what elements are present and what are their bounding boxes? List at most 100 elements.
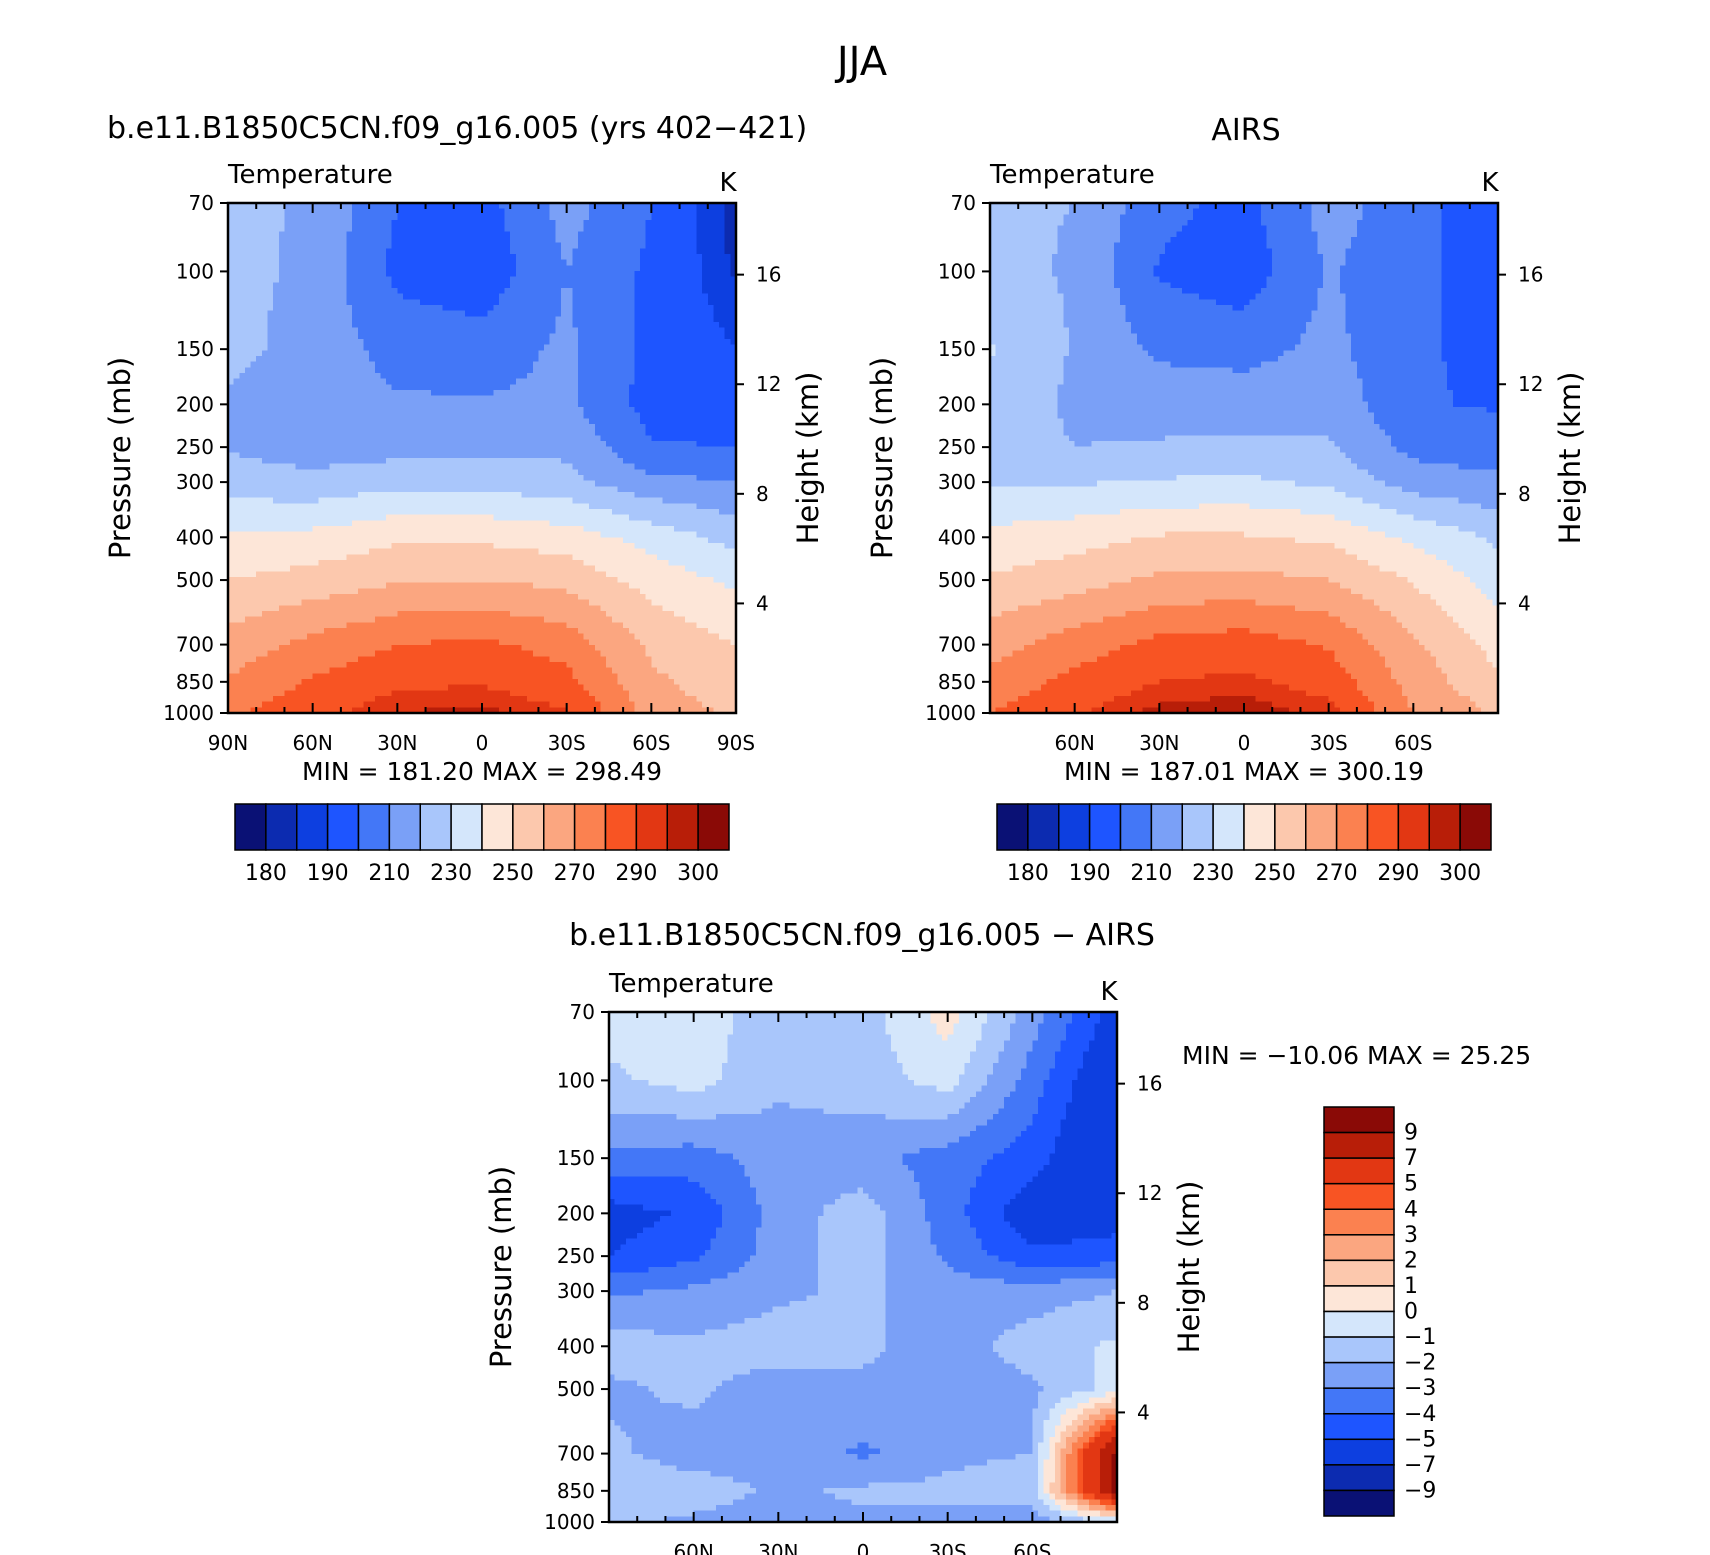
contour-cell [268, 356, 274, 362]
contour-cell [341, 577, 347, 583]
contour-cell [347, 617, 353, 623]
contour-cell [279, 588, 285, 594]
contour-cell [476, 350, 482, 356]
contour-cell [414, 634, 420, 640]
contour-cell [448, 288, 454, 294]
contour-cell [493, 424, 499, 430]
contour-cell [493, 537, 499, 543]
contour-cell [358, 617, 364, 623]
contour-cell [273, 566, 279, 572]
contour-cell [533, 537, 539, 543]
contour-cell [341, 367, 347, 373]
contour-cell [251, 407, 257, 413]
contour-cell [284, 696, 290, 702]
contour-cell [538, 373, 544, 379]
contour-cell [273, 237, 279, 243]
contour-cell [290, 243, 296, 249]
contour-cell [476, 452, 482, 458]
contour-cell [273, 430, 279, 436]
contour-cell [499, 668, 505, 674]
contour-cell [510, 464, 516, 470]
contour-cell [459, 628, 465, 634]
contour-cell [431, 651, 437, 657]
contour-cell [397, 294, 403, 300]
contour-cell [499, 537, 505, 543]
contour-cell [341, 702, 347, 708]
contour-cell [341, 271, 347, 277]
contour-cell [488, 243, 494, 249]
contour-cell [330, 702, 336, 708]
contour-cell [341, 452, 347, 458]
contour-cell [493, 685, 499, 691]
contour-cell [341, 333, 347, 339]
contour-cell [493, 282, 499, 288]
contour-cell [347, 685, 353, 691]
contour-cell [386, 673, 392, 679]
contour-cell [375, 362, 381, 368]
contour-cell [459, 452, 465, 458]
contour-cell [516, 588, 522, 594]
contour-cell [397, 277, 403, 283]
contour-cell [392, 617, 398, 623]
contour-cell [510, 316, 516, 322]
contour-cell [369, 226, 375, 232]
contour-cell [409, 447, 415, 453]
contour-cell [363, 356, 369, 362]
contour-cell [403, 384, 409, 390]
contour-cell [262, 503, 268, 509]
contour-cell [352, 367, 358, 373]
contour-cell [403, 390, 409, 396]
contour-cell [234, 288, 240, 294]
contour-cell [527, 288, 533, 294]
contour-cell [352, 418, 358, 424]
contour-cell [239, 424, 245, 430]
contour-cell [279, 294, 285, 300]
contour-cell [296, 543, 302, 549]
contour-cell [454, 685, 460, 691]
contour-cell [296, 458, 302, 464]
contour-cell [330, 639, 336, 645]
contour-cell [279, 628, 285, 634]
contour-cell [499, 237, 505, 243]
contour-cell [330, 532, 336, 538]
contour-cell [527, 424, 533, 430]
contour-cell [510, 294, 516, 300]
contour-cell [533, 486, 539, 492]
contour-cell [352, 656, 358, 662]
contour-cell [426, 611, 432, 617]
contour-cell [239, 430, 245, 436]
contour-cell [301, 379, 307, 385]
contour-cell [516, 690, 522, 696]
contour-cell [482, 611, 488, 617]
contour-cell [437, 379, 443, 385]
contour-cell [409, 702, 415, 708]
contour-cell [465, 560, 471, 566]
contour-cell [442, 588, 448, 594]
contour-cell [488, 367, 494, 373]
contour-cell [335, 430, 341, 436]
contour-cell [522, 469, 528, 475]
contour-cell [256, 260, 262, 266]
contour-cell [330, 260, 336, 266]
contour-cell [482, 367, 488, 373]
contour-cell [465, 605, 471, 611]
contour-cell [251, 248, 257, 254]
contour-cell [279, 237, 285, 243]
contour-cell [251, 214, 257, 220]
contour-cell [414, 469, 420, 475]
contour-cell [284, 407, 290, 413]
contour-cell [431, 367, 437, 373]
contour-cell [307, 401, 313, 407]
contour-cell [414, 322, 420, 328]
contour-cell [527, 498, 533, 504]
contour-cell [369, 350, 375, 356]
contour-cell [313, 532, 319, 538]
contour-cell [358, 322, 364, 328]
contour-cell [431, 475, 437, 481]
contour-cell [459, 600, 465, 606]
contour-cell [335, 447, 341, 453]
contour-cell [459, 430, 465, 436]
contour-cell [273, 554, 279, 560]
contour-cell [420, 339, 426, 345]
contour-cell [296, 356, 302, 362]
